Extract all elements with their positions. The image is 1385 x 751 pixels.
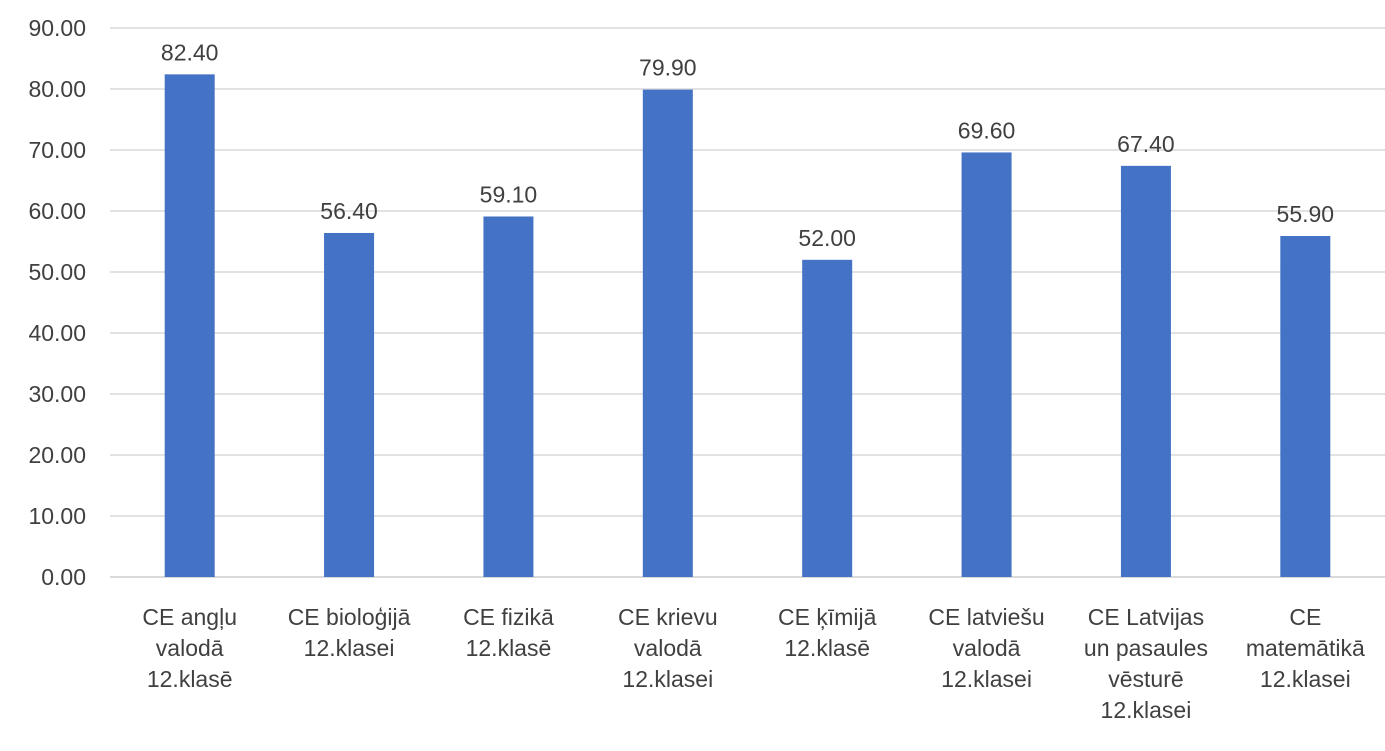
category-label-line: matemātikā [1246,635,1365,661]
category-label-line: CE angļu [142,604,237,630]
bar [802,259,853,577]
bar [1120,165,1171,578]
y-axis-tick-labels: 0.00 10.00 20.00 30.00 40.00 50.00 60.00 70.00 8… [28,15,86,590]
bar [164,74,215,578]
bar [961,152,1012,577]
category-label-line: CE Latvijas [1088,604,1204,630]
y-tick-label: 50.00 [28,259,86,285]
data-label: 52.00 [798,225,856,251]
bars [164,74,1331,578]
y-tick-label: 90.00 [28,15,86,41]
data-label: 67.40 [1117,131,1175,157]
bar [324,232,375,577]
category-label-line: valodā [953,635,1021,661]
category-label-line: CE bioloģijā [288,604,411,630]
category-label: CE latviešu valodā 12.klasei [928,604,1044,692]
category-label-line: un pasaules [1084,635,1208,661]
y-tick-label: 10.00 [28,503,86,529]
data-label: 79.90 [639,55,697,81]
category-label: CE fizikā 12.klasē [463,604,554,661]
category-label-line: valodā [156,635,224,661]
y-tick-label: 40.00 [28,320,86,346]
category-label-line: CE latviešu [928,604,1044,630]
category-label-line: 12.klasei [304,635,395,661]
bar [1280,236,1331,577]
bar [483,216,534,578]
data-label: 56.40 [320,198,378,224]
y-tick-label: 60.00 [28,198,86,224]
y-tick-label: 0.00 [41,564,86,590]
category-label-line: CE krievu [618,604,718,630]
bar [642,89,693,578]
category-label-line: 12.klasē [147,666,233,692]
data-labels: 82.40 56.40 59.10 79.90 52.00 69.60 67.40 55.90 [161,39,1334,250]
category-label-line: CE ķīmijā [778,604,877,630]
category-label-line: 12.klasei [941,666,1032,692]
category-label-line: CE fizikā [463,604,554,630]
y-tick-label: 30.00 [28,381,86,407]
category-label: CE Latvijas un pasaules vēsturē 12.klasei [1084,604,1208,723]
category-label-line: 12.klasē [466,635,552,661]
data-label: 69.60 [958,117,1016,143]
gridlines [110,27,1385,578]
category-label: CE bioloģijā 12.klasei [288,604,411,661]
data-label: 59.10 [480,181,538,207]
y-tick-label: 20.00 [28,442,86,468]
category-label-line: vēsturē [1108,666,1183,692]
category-label-line: 12.klasei [1260,666,1351,692]
category-label-line: valodā [634,635,702,661]
category-label: CE angļu valodā 12.klasē [142,604,237,692]
y-tick-label: 80.00 [28,76,86,102]
y-tick-label: 70.00 [28,137,86,163]
category-label: CE matemātikā 12.klasei [1246,604,1365,692]
x-axis-category-labels: CE angļu valodā 12.klasē CE bioloģijā 12.kla… [142,604,1365,723]
category-label: CE ķīmijā 12.klasē [778,604,877,661]
category-label-line: CE [1289,604,1321,630]
category-label-line: 12.klasei [622,666,713,692]
category-label-line: 12.klasei [1101,697,1192,723]
category-label: CE krievu valodā 12.klasei [618,604,718,692]
data-label: 55.90 [1277,201,1335,227]
category-label-line: 12.klasē [784,635,870,661]
data-label: 82.40 [161,39,219,65]
